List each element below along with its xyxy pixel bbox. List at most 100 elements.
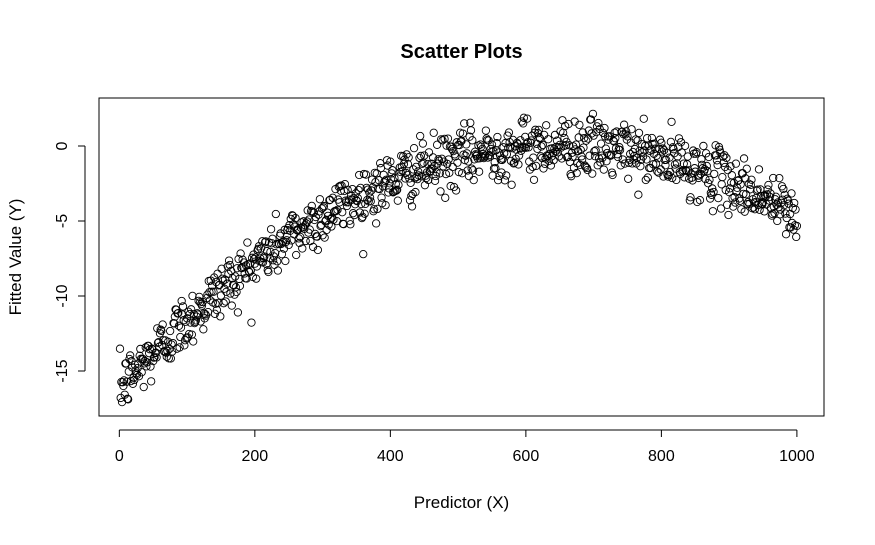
data-point	[237, 263, 247, 273]
data-point	[630, 144, 640, 154]
data-point	[690, 164, 699, 173]
data-point	[787, 189, 796, 198]
data-point	[406, 178, 415, 188]
data-point	[740, 207, 749, 216]
data-point	[764, 180, 773, 190]
data-point	[563, 153, 572, 162]
data-point	[217, 264, 226, 273]
data-point	[695, 196, 705, 205]
data-point	[594, 118, 603, 128]
data-point	[152, 353, 161, 362]
data-point	[579, 143, 588, 152]
data-point	[749, 203, 758, 212]
data-point	[792, 221, 802, 231]
data-point	[481, 126, 491, 135]
x-tick-label: 200	[241, 448, 268, 465]
data-point	[718, 172, 727, 182]
x-tick-label: 600	[513, 448, 540, 465]
data-point	[578, 128, 587, 137]
data-point	[271, 248, 280, 258]
data-point	[634, 190, 643, 199]
data-point	[162, 352, 171, 361]
data-point	[666, 137, 676, 147]
data-point	[502, 171, 511, 180]
data-point	[634, 128, 644, 138]
data-point	[659, 172, 668, 181]
data-point	[436, 187, 445, 196]
data-point	[760, 207, 769, 216]
data-point	[533, 128, 543, 138]
data-point	[707, 190, 716, 199]
data-point	[153, 338, 163, 348]
data-point	[502, 149, 512, 159]
data-point	[778, 195, 787, 204]
data-point	[528, 162, 537, 172]
data-point	[377, 193, 386, 202]
data-point	[692, 147, 701, 157]
data-point	[381, 200, 390, 210]
data-point	[320, 233, 329, 242]
data-point	[542, 121, 551, 130]
data-point	[262, 246, 272, 256]
y-tick-label: -5	[54, 214, 71, 228]
data-point	[775, 173, 784, 183]
data-point	[665, 153, 674, 162]
data-point	[655, 144, 664, 153]
data-point	[738, 169, 747, 178]
data-point	[697, 155, 706, 164]
data-point	[765, 192, 774, 201]
data-point	[451, 152, 460, 161]
data-point	[264, 267, 273, 277]
data-point	[616, 161, 625, 170]
data-point	[718, 152, 728, 161]
data-point	[220, 275, 230, 284]
data-point	[235, 281, 245, 291]
data-point	[390, 173, 399, 183]
data-point	[724, 210, 733, 220]
data-point	[227, 301, 236, 310]
data-point	[467, 164, 476, 173]
data-point	[231, 283, 241, 292]
data-point	[575, 120, 584, 130]
data-point	[538, 140, 547, 150]
data-point	[216, 312, 225, 321]
data-point	[552, 136, 562, 145]
data-point	[315, 195, 325, 204]
data-point	[514, 160, 523, 169]
data-point	[243, 238, 252, 247]
data-point	[438, 136, 447, 145]
data-point	[491, 163, 500, 173]
data-point	[126, 351, 135, 360]
x-tick-label: 400	[377, 448, 404, 465]
data-point	[252, 274, 261, 283]
data-point	[722, 153, 731, 163]
data-point	[396, 167, 405, 177]
data-point	[199, 325, 208, 334]
data-point	[710, 169, 719, 179]
data-point	[142, 362, 151, 371]
y-axis: -15 -10 -5 0	[54, 141, 86, 383]
data-point	[189, 309, 199, 319]
data-point	[525, 157, 534, 166]
data-point	[521, 143, 531, 152]
data-point	[350, 210, 359, 220]
data-point	[632, 153, 642, 163]
data-point	[720, 162, 730, 172]
data-point	[455, 140, 464, 150]
data-point	[136, 344, 145, 354]
data-point	[354, 185, 363, 195]
data-point	[408, 189, 417, 199]
data-point	[197, 301, 207, 310]
data-point	[355, 208, 365, 217]
data-point	[639, 114, 648, 123]
data-point	[422, 173, 431, 183]
data-point	[630, 151, 639, 161]
data-point	[184, 307, 193, 316]
data-point	[199, 309, 209, 318]
data-point	[362, 183, 371, 192]
data-point	[246, 266, 255, 275]
data-point	[656, 165, 665, 174]
data-point	[727, 171, 736, 180]
data-point	[549, 156, 558, 165]
data-point	[236, 249, 245, 258]
